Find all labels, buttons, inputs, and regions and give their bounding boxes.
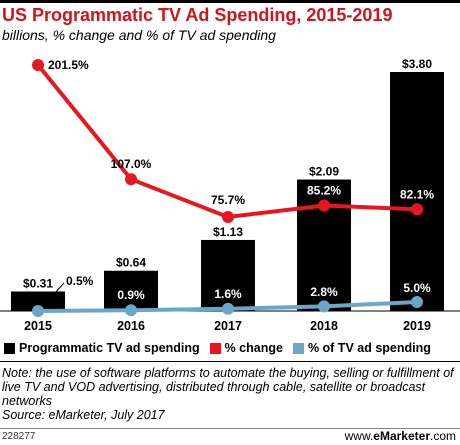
bar-2017 <box>201 239 255 311</box>
share-point-2015 <box>32 305 44 317</box>
change-point-2019 <box>411 203 423 216</box>
bar-label-2019: $3.80 <box>402 57 432 71</box>
bar-label-2016: $0.64 <box>116 256 146 270</box>
footnote: Note: the use of software platforms to a… <box>2 366 458 422</box>
brand-suffix: .com <box>429 429 456 443</box>
x-tick-label-2019: 2019 <box>403 319 431 333</box>
x-tick-label-2016: 2016 <box>117 319 145 333</box>
share-point-2019 <box>411 296 423 308</box>
share-point-2018 <box>318 300 330 313</box>
footer-rule <box>0 428 460 429</box>
chart-legend: Programmatic TV ad spending % change % o… <box>4 341 460 355</box>
bar-label-2018: $2.09 <box>309 165 339 179</box>
change-point-2015 <box>32 59 44 71</box>
bar-2019 <box>390 72 444 311</box>
legend-label-spending: Programmatic TV ad spending <box>19 341 200 355</box>
brand-prefix: www. <box>344 429 374 443</box>
brand-name: eMarketer <box>373 429 430 443</box>
chart-subtitle: billions, % change and % of TV ad spendi… <box>2 27 276 43</box>
bar-label-2017: $1.13 <box>213 225 243 239</box>
legend-item-spending: Programmatic TV ad spending <box>4 341 200 355</box>
brand-logo[interactable]: www.eMarketer.com <box>345 429 456 443</box>
change-label-2015: 201.5% <box>48 58 89 72</box>
change-point-2017 <box>222 211 234 223</box>
share-label-2016: 0.9% <box>117 288 145 302</box>
x-tick-label-2017: 2017 <box>214 319 242 333</box>
bar-label-2015: $0.31 <box>23 277 53 291</box>
chart-id: 228277 <box>2 431 36 442</box>
chart-plot: $0.31 $0.64 $1.13 $2.09 $3.80 201.5% 107.0% 75.… <box>0 57 460 333</box>
share-label-2015: 0.5% <box>66 274 94 288</box>
legend-item-share: % of TV ad spending <box>292 341 431 355</box>
legend-swatch-spending <box>4 342 15 354</box>
separator-rule <box>0 361 460 362</box>
x-tick-label-2015: 2015 <box>24 319 52 333</box>
source-text: Source: eMarketer, July 2017 <box>2 408 165 422</box>
share-label-2018: 2.8% <box>310 285 338 299</box>
legend-swatch-change <box>209 342 221 354</box>
share-label-2017: 1.6% <box>214 287 242 301</box>
share-label-2019: 5.0% <box>403 281 431 295</box>
legend-label-share: % of TV ad spending <box>307 341 431 355</box>
change-label-2017: 75.7% <box>211 193 245 207</box>
top-rule <box>0 0 460 3</box>
chart-title: US Programmatic TV Ad Spending, 2015-201… <box>2 5 393 25</box>
share-point-2016 <box>125 304 137 317</box>
note-text: Note: the use of software platforms to a… <box>2 366 454 408</box>
legend-swatch-share <box>292 342 304 354</box>
share-point-2017 <box>222 302 234 315</box>
x-tick-label-2018: 2018 <box>310 319 338 333</box>
change-point-2016 <box>125 173 137 186</box>
change-label-2016: 107.0% <box>111 157 152 171</box>
legend-item-change: % change <box>209 341 283 355</box>
legend-label-change: % change <box>224 341 283 355</box>
change-label-2019: 82.1% <box>400 187 434 201</box>
share-label-leader-2015 <box>43 282 65 306</box>
change-label-2018: 85.2% <box>307 184 341 198</box>
change-point-2018 <box>318 199 330 212</box>
